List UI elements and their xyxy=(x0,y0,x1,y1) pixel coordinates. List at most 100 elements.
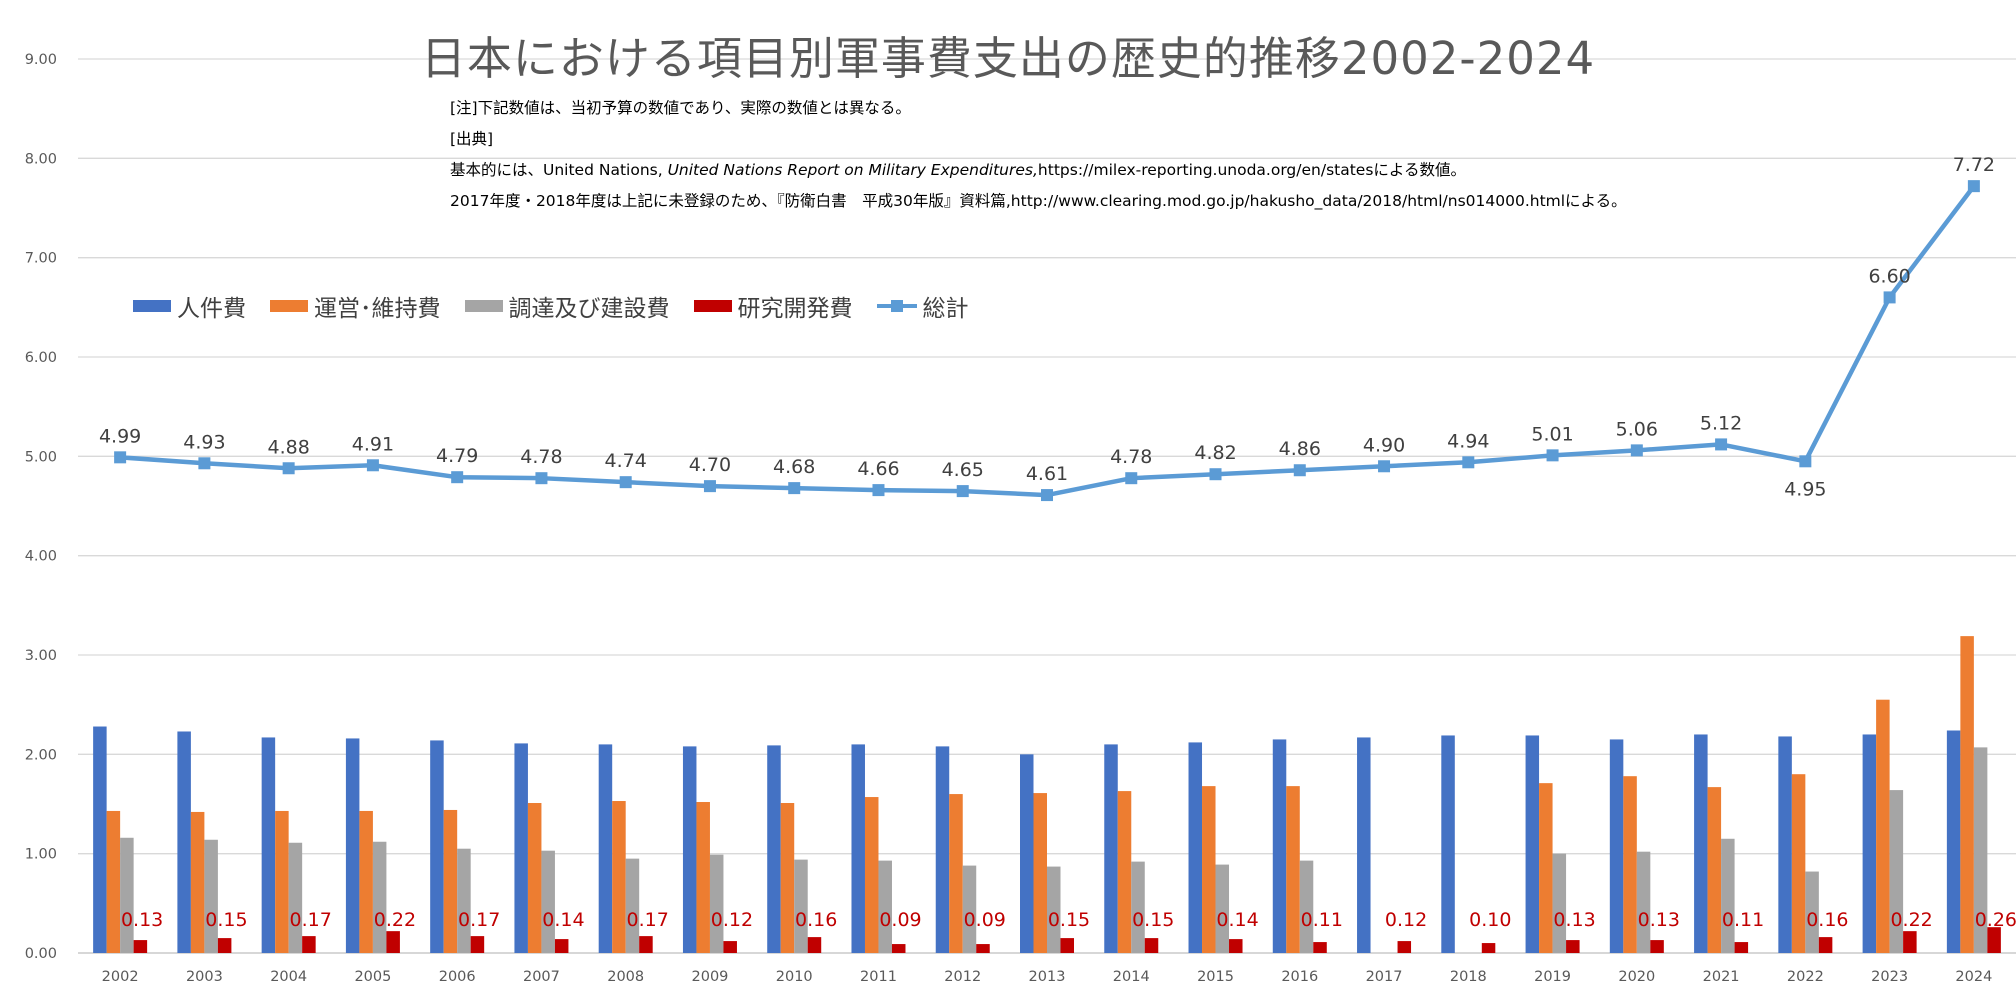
bar-2 xyxy=(1047,866,1061,953)
x-tick-label: 2023 xyxy=(1871,969,1908,985)
total-marker xyxy=(366,459,379,472)
y-tick-label: 1.00 xyxy=(25,847,57,863)
legend-swatch-rnd xyxy=(693,300,732,312)
bar-3 xyxy=(133,940,148,953)
x-tick-label: 2010 xyxy=(776,969,813,985)
total-data-label: 4.99 xyxy=(99,425,141,447)
bar-1 xyxy=(864,797,879,953)
total-marker xyxy=(1630,444,1643,457)
rnd-data-label: 0.16 xyxy=(1806,909,1848,931)
bar-1 xyxy=(1033,793,1047,953)
rnd-data-label: 0.22 xyxy=(374,909,416,931)
x-tick-label: 2007 xyxy=(523,969,560,985)
total-marker xyxy=(1799,455,1812,468)
bar-0 xyxy=(177,731,191,953)
legend-swatch-procurement xyxy=(464,300,503,312)
bar-3 xyxy=(1481,943,1496,953)
rnd-data-label: 0.17 xyxy=(458,909,500,931)
x-tick-label: 2003 xyxy=(186,969,223,985)
total-data-label: 4.93 xyxy=(183,431,225,453)
rnd-data-label: 0.09 xyxy=(964,909,1006,931)
note-line-2: [出典] xyxy=(450,130,494,148)
x-tick-label: 2009 xyxy=(692,969,729,985)
total-marker xyxy=(1883,291,1896,304)
total-data-label: 6.60 xyxy=(1868,265,1910,287)
total-marker xyxy=(1715,438,1728,451)
note-line-3-post: https://milex-reporting.unoda.org/en/sta… xyxy=(1037,161,1466,179)
total-marker xyxy=(114,451,127,464)
total-data-label: 4.74 xyxy=(605,450,647,472)
bar-1 xyxy=(696,802,710,953)
bar-3 xyxy=(1144,938,1159,953)
bar-1 xyxy=(443,809,458,953)
chart-legend: 人件費 運営･維持費 調達及び建設費 研究開発費 総計 xyxy=(133,289,993,323)
bar-0 xyxy=(430,740,444,953)
bar-0 xyxy=(767,745,781,953)
total-marker xyxy=(956,485,969,498)
y-tick-label: 2.00 xyxy=(25,747,57,763)
rnd-data-label: 0.13 xyxy=(121,909,163,931)
total-data-label: 4.91 xyxy=(352,433,394,455)
bar-3 xyxy=(891,944,906,953)
rnd-data-label: 0.22 xyxy=(1890,909,1932,931)
rnd-data-label: 0.26 xyxy=(1975,909,2016,931)
rnd-data-label: 0.10 xyxy=(1469,909,1511,931)
bar-1 xyxy=(612,801,626,953)
bar-2 xyxy=(204,839,218,953)
bar-3 xyxy=(1818,937,1833,953)
note-line-4: 2017年度・2018年度は上記に未登録のため、『防衛白書 平成30年版』資料篇… xyxy=(450,192,1627,210)
total-data-label: 4.79 xyxy=(436,445,478,467)
legend-label-personnel: 人件費 xyxy=(177,296,246,322)
x-tick-label: 2004 xyxy=(270,969,307,985)
bar-1 xyxy=(1960,636,1974,953)
bar-2 xyxy=(1215,864,1230,953)
rnd-data-label: 0.17 xyxy=(627,909,669,931)
bar-3 xyxy=(1229,939,1243,953)
rnd-data-label: 0.16 xyxy=(795,909,837,931)
bar-3 xyxy=(807,937,822,953)
x-tick-label: 2012 xyxy=(944,969,981,985)
x-tick-label: 2018 xyxy=(1450,969,1487,985)
bar-0 xyxy=(598,744,613,953)
total-data-label: 4.65 xyxy=(942,459,984,481)
total-marker xyxy=(1293,464,1306,477)
bar-2 xyxy=(1973,747,1988,953)
bar-2 xyxy=(120,837,134,953)
bar-2 xyxy=(709,854,724,953)
bar-2 xyxy=(1889,790,1904,953)
bar-0 xyxy=(1862,734,1877,953)
bar-2 xyxy=(1805,871,1819,953)
rnd-data-label: 0.12 xyxy=(1385,909,1427,931)
total-data-label: 4.68 xyxy=(773,456,815,478)
x-tick-label: 2020 xyxy=(1618,969,1655,985)
bar-3 xyxy=(470,936,485,953)
x-tick-label: 2019 xyxy=(1534,969,1571,985)
x-tick-label: 2017 xyxy=(1366,969,1403,985)
total-marker xyxy=(788,482,801,495)
bar-0 xyxy=(1441,735,1455,953)
chart-title: 日本における項目別軍事費支出の歴史的推移2002-2024 xyxy=(420,32,1596,85)
bar-3 xyxy=(1060,938,1074,953)
bar-0 xyxy=(1357,737,1371,953)
bar-1 xyxy=(1791,774,1806,953)
total-data-label: 5.06 xyxy=(1616,418,1658,440)
total-marker xyxy=(451,471,464,484)
total-marker xyxy=(282,462,295,475)
bar-0 xyxy=(1694,734,1708,953)
bar-0 xyxy=(1778,736,1792,953)
bar-1 xyxy=(780,803,795,953)
note-line-3-italic: United Nations Report on Military Expend… xyxy=(667,161,1038,179)
bar-1 xyxy=(1202,786,1216,953)
legend-item-procurement: 調達及び建設費 xyxy=(464,289,670,323)
bar-1 xyxy=(1117,791,1132,953)
bar-0 xyxy=(1104,744,1118,953)
bar-2 xyxy=(457,848,471,953)
bar-0 xyxy=(1525,735,1540,953)
bar-3 xyxy=(1734,942,1749,953)
bar-0 xyxy=(1272,739,1287,953)
bar-3 xyxy=(1566,940,1580,953)
legend-label-operations: 運営･維持費 xyxy=(314,296,441,322)
bar-0 xyxy=(514,743,528,953)
rnd-data-label: 0.12 xyxy=(711,909,753,931)
